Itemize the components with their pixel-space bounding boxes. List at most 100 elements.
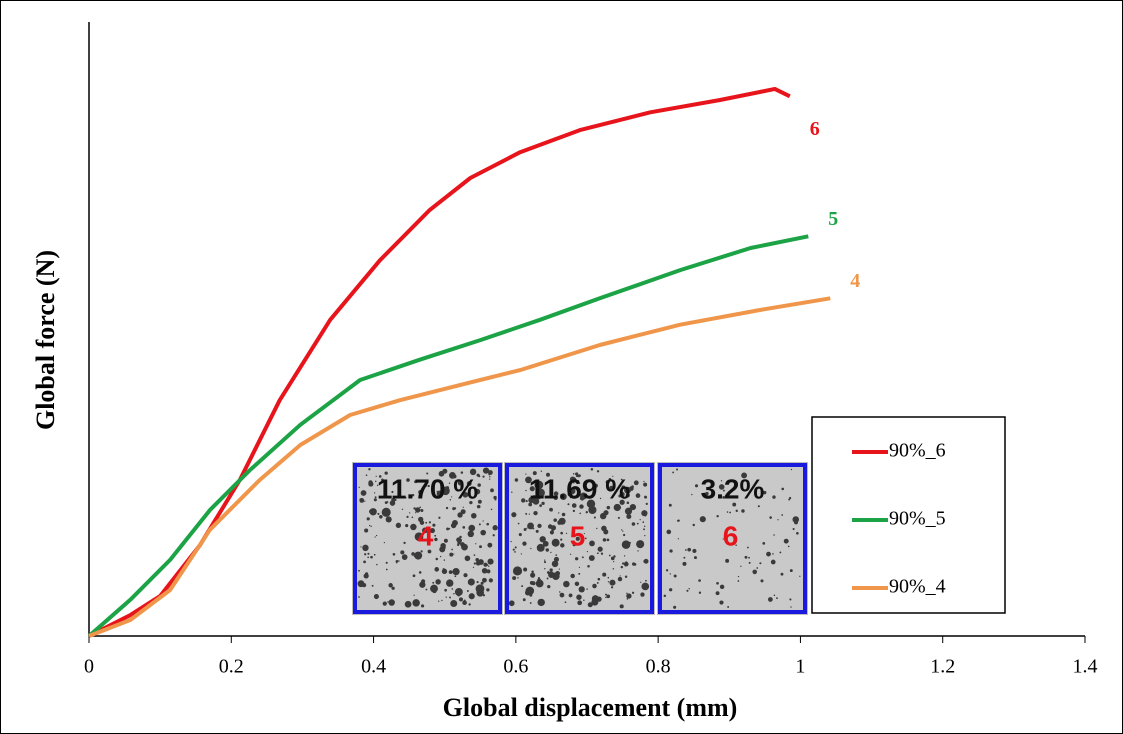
- pore: [414, 532, 424, 542]
- pore: [613, 555, 616, 558]
- pore: [438, 470, 445, 477]
- pore: [617, 516, 620, 519]
- pore: [580, 492, 588, 500]
- pore: [752, 569, 758, 575]
- pore: [645, 502, 648, 506]
- pore: [716, 581, 719, 585]
- pore: [460, 485, 464, 489]
- pore: [512, 548, 515, 551]
- inset-porosity: 11.70 %: [377, 473, 478, 504]
- pore: [535, 579, 544, 588]
- pore: [369, 508, 377, 516]
- pore: [525, 473, 527, 475]
- pore: [389, 500, 396, 506]
- pore: [415, 507, 421, 513]
- pore: [453, 507, 457, 510]
- pore: [718, 484, 725, 490]
- pore: [606, 505, 611, 510]
- pore: [599, 497, 602, 500]
- pore: [698, 579, 701, 582]
- pore: [586, 551, 589, 553]
- pore: [482, 520, 484, 522]
- pore: [645, 579, 647, 582]
- pore: [392, 552, 396, 556]
- x-tick-label: 0.8: [646, 656, 671, 678]
- pore: [789, 569, 793, 573]
- pore: [715, 591, 720, 596]
- inset-label: 4: [418, 520, 434, 551]
- pore: [622, 502, 624, 505]
- pore: [769, 516, 772, 519]
- pore: [578, 566, 581, 568]
- pore: [384, 501, 388, 505]
- pore: [676, 468, 679, 471]
- pore: [469, 468, 477, 476]
- pore: [610, 556, 615, 561]
- pore: [358, 569, 360, 572]
- pore: [454, 588, 463, 596]
- inset-frame: [353, 463, 502, 614]
- pore: [414, 480, 418, 484]
- pore: [364, 572, 369, 576]
- pore: [486, 522, 490, 526]
- pore: [607, 581, 610, 583]
- legend-label: 90%_6: [889, 440, 946, 462]
- pore: [448, 482, 451, 484]
- pore: [604, 593, 607, 596]
- pore: [362, 544, 369, 552]
- pore: [537, 576, 540, 579]
- pore: [434, 534, 437, 537]
- pore: [741, 472, 748, 479]
- pore: [460, 471, 464, 474]
- pore: [539, 504, 542, 508]
- pore: [553, 491, 559, 496]
- pore: [448, 570, 453, 575]
- pore: [585, 511, 588, 514]
- pore: [722, 538, 724, 540]
- pore: [596, 470, 600, 473]
- pore: [370, 555, 373, 559]
- pore: [732, 502, 737, 507]
- pore: [405, 523, 409, 528]
- pore: [560, 538, 563, 541]
- pore: [490, 508, 493, 511]
- pore: [737, 575, 740, 578]
- pore: [558, 568, 560, 570]
- pore: [624, 564, 627, 567]
- pore: [733, 483, 736, 486]
- pore: [432, 523, 436, 527]
- pore: [401, 508, 404, 511]
- pore: [640, 581, 642, 583]
- pore: [553, 556, 559, 562]
- pore: [477, 483, 481, 487]
- pore: [543, 561, 547, 564]
- pore: [547, 524, 553, 529]
- pore: [365, 474, 368, 477]
- pore: [725, 558, 730, 563]
- pore: [431, 485, 434, 488]
- pore: [575, 472, 579, 476]
- pore: [367, 552, 370, 555]
- pore: [565, 532, 568, 535]
- pore: [540, 470, 543, 472]
- pore: [577, 479, 580, 482]
- pore: [462, 491, 469, 498]
- pore: [621, 485, 626, 490]
- pore: [619, 492, 625, 498]
- pore: [360, 490, 367, 496]
- pore: [427, 484, 430, 488]
- pore: [411, 552, 415, 556]
- pore: [409, 512, 411, 514]
- pore: [406, 515, 409, 519]
- pore: [792, 527, 795, 531]
- pore: [610, 586, 614, 589]
- pore: [528, 497, 535, 504]
- pore: [478, 559, 484, 565]
- pore: [666, 529, 672, 535]
- pore: [450, 600, 458, 608]
- pore: [609, 579, 616, 586]
- legend-box: [811, 416, 1006, 614]
- pore: [773, 594, 776, 597]
- pore: [436, 490, 444, 497]
- pore: [560, 493, 567, 500]
